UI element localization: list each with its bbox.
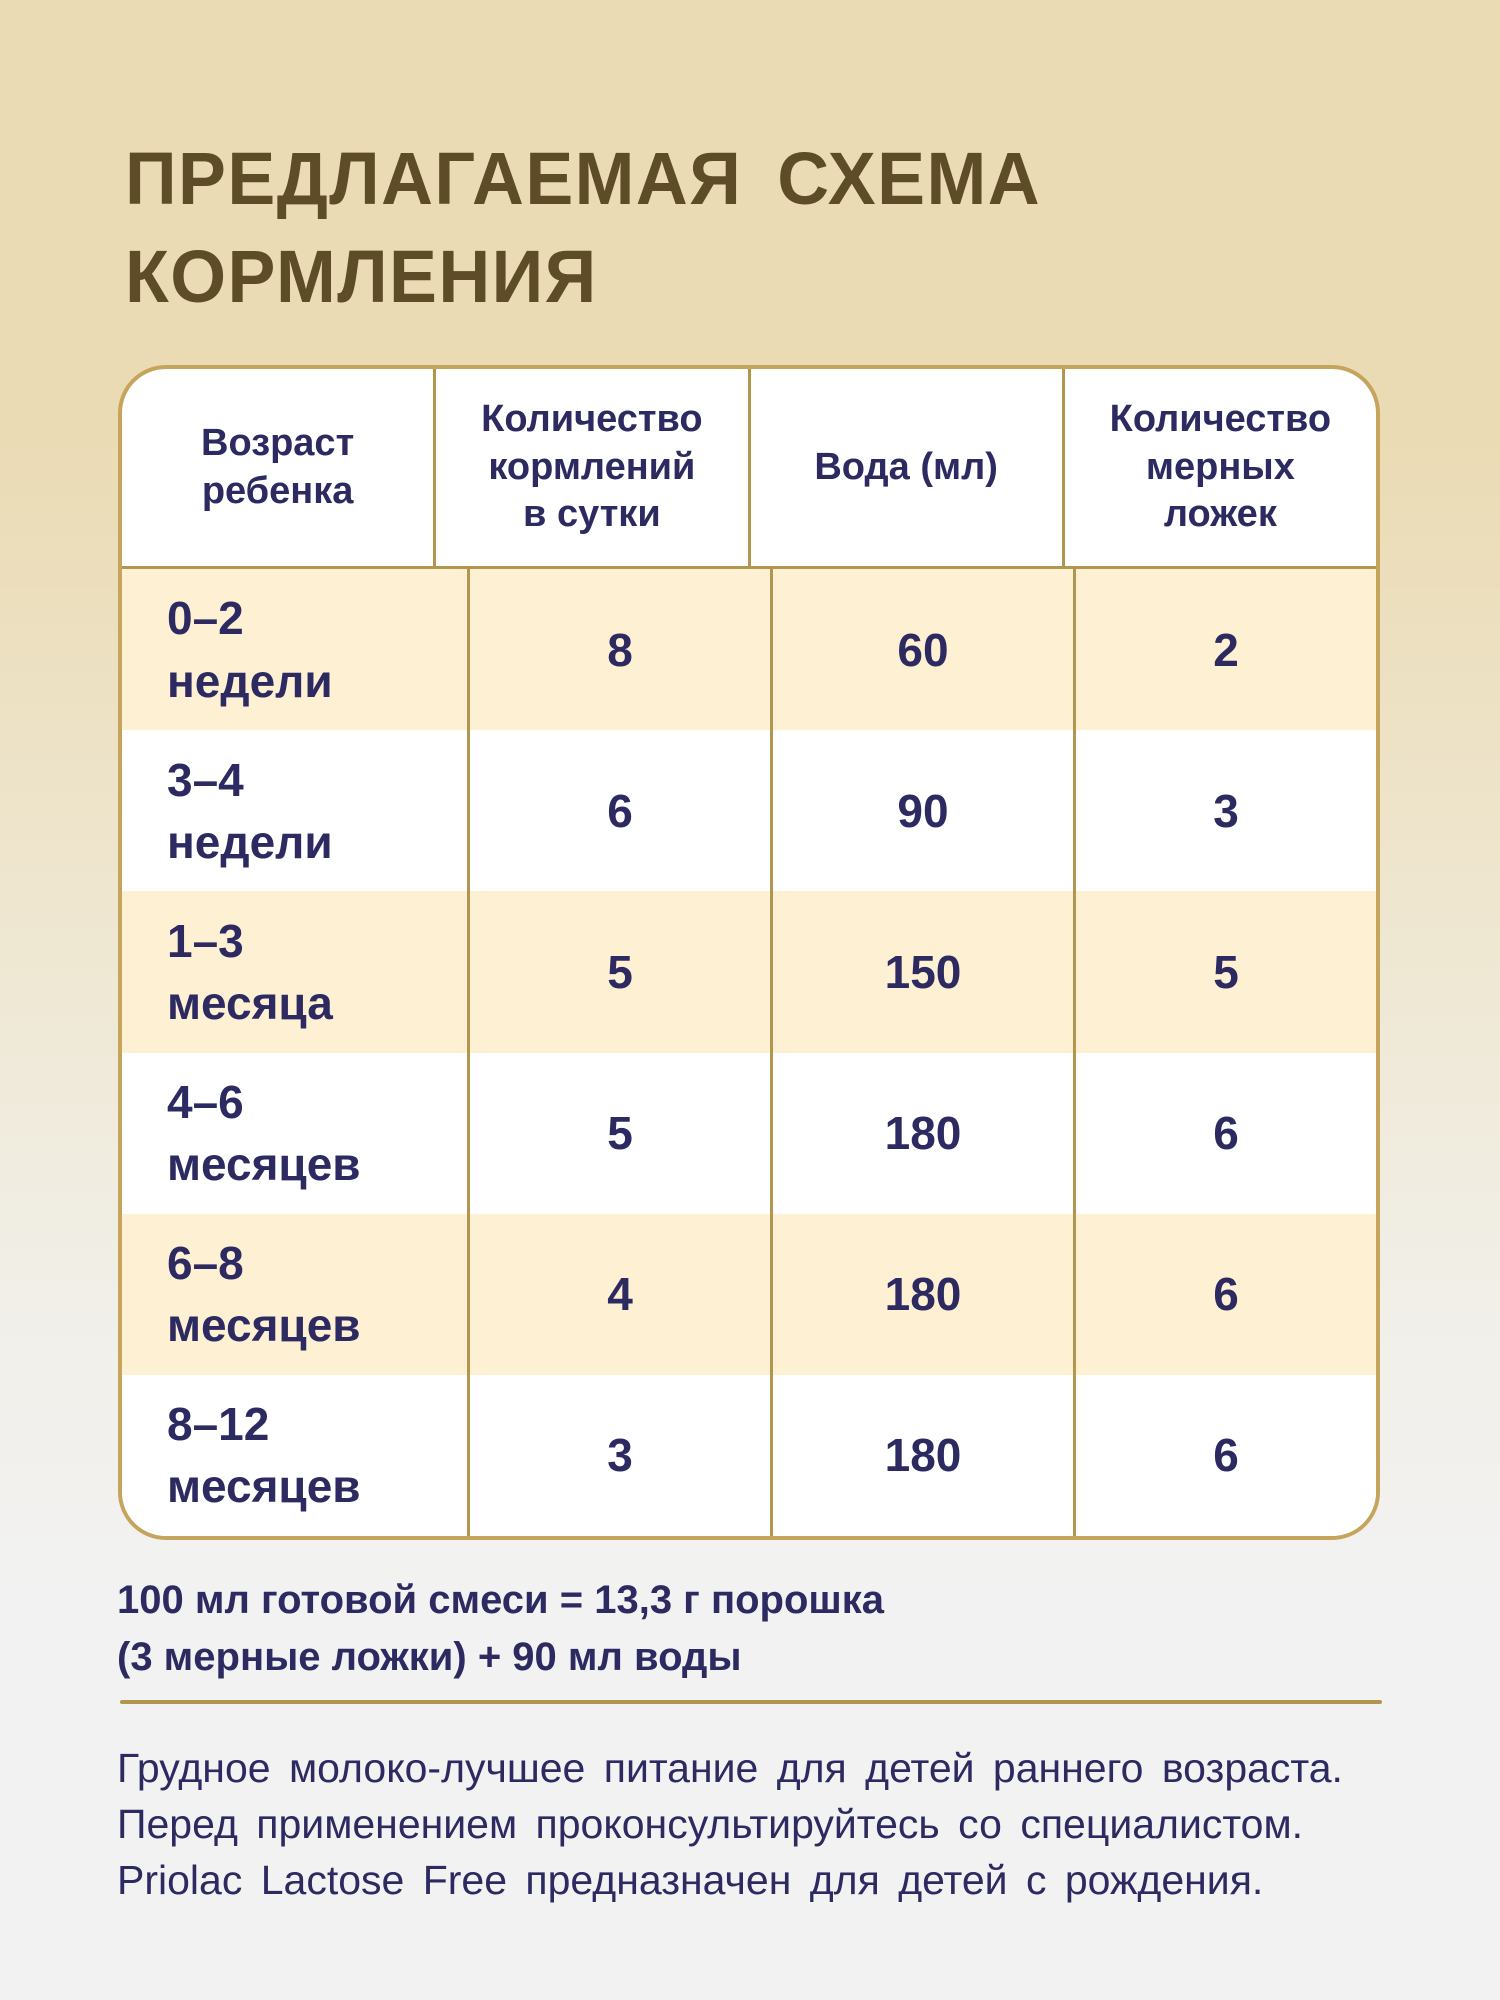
water-cell: 180 xyxy=(773,1213,1076,1375)
water-cell: 90 xyxy=(773,730,1076,892)
feedings-cell: 4 xyxy=(470,1213,773,1375)
age-cell: 4–6 месяцев xyxy=(122,1052,470,1214)
table-row: 3–4 недели 6 90 3 xyxy=(122,730,1376,892)
feedings-cell: 6 xyxy=(470,730,773,892)
table-row: 4–6 месяцев 5 180 6 xyxy=(122,1052,1376,1214)
water-cell: 60 xyxy=(773,569,1076,731)
spoons-cell: 5 xyxy=(1213,945,1239,998)
feedings-cell: 8 xyxy=(470,569,773,731)
feedings-cell: 5 xyxy=(470,1052,773,1214)
disclaimer-text: Грудное молоко-лучшее питание для детей … xyxy=(117,1740,1387,1908)
mix-ratio-line-2: (3 мерные ложки) + 90 мл воды xyxy=(117,1635,742,1679)
spoons-cell: 2 xyxy=(1213,623,1239,676)
mix-ratio-line-1: 100 мл готовой смеси = 13,3 г порошка xyxy=(117,1578,885,1622)
header-water-ml: Вода (мл) xyxy=(751,369,1065,566)
spoons-cell: 6 xyxy=(1213,1107,1239,1160)
feedings-cell: 5 xyxy=(470,891,773,1053)
spoons-cell: 3 xyxy=(1213,784,1239,837)
table-row: 6–8 месяцев 4 180 6 xyxy=(122,1213,1376,1375)
water-cell: 180 xyxy=(773,1374,1076,1536)
table-row: 8–12 месяцев 3 180 6 xyxy=(122,1374,1376,1536)
header-measuring-spoons: Количество мерных ложек xyxy=(1109,398,1332,536)
table-header-row: Возраст ребенка Количество кормлений в с… xyxy=(122,369,1376,569)
spoons-cell: 6 xyxy=(1213,1429,1239,1482)
table-row: 1–3 месяца 5 150 5 xyxy=(122,891,1376,1053)
disclaimer-line-1: Грудное молоко-лучшее питание для детей … xyxy=(117,1745,1343,1791)
divider-line xyxy=(120,1700,1382,1704)
spoons-cell: 6 xyxy=(1213,1268,1239,1321)
water-cell: 180 xyxy=(773,1052,1076,1214)
feedings-cell: 3 xyxy=(470,1374,773,1536)
age-cell: 0–2 недели xyxy=(122,569,470,731)
age-cell: 3–4 недели xyxy=(122,730,470,892)
age-cell: 6–8 месяцев xyxy=(122,1213,470,1375)
header-age: Возраст ребенка xyxy=(122,369,437,566)
mix-ratio-footnote: 100 мл готовой смеси = 13,3 г порошка (3… xyxy=(117,1572,1387,1686)
water-cell: 150 xyxy=(773,891,1076,1053)
page-title: ПРЕДЛАГАЕМАЯ СХЕМА КОРМЛЕНИЯ xyxy=(125,136,1041,318)
age-cell: 8–12 месяцев xyxy=(122,1374,470,1536)
header-feedings-per-day: Количество кормлений в сутки xyxy=(436,369,751,566)
feeding-scheme-table: Возраст ребенка Количество кормлений в с… xyxy=(118,365,1380,1540)
disclaimer-line-3: Priolac Lactose Free предназначен для де… xyxy=(117,1857,1264,1903)
disclaimer-line-2: Перед применением проконсультируйтесь со… xyxy=(117,1801,1304,1847)
age-cell: 1–3 месяца xyxy=(122,891,470,1053)
table-row: 0–2 недели 8 60 2 xyxy=(122,569,1376,731)
